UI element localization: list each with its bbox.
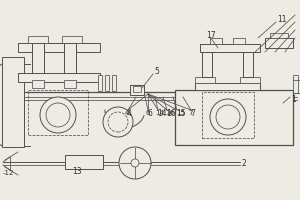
Circle shape: [103, 107, 133, 137]
Text: 16: 16: [165, 110, 174, 116]
Bar: [28, 90, 88, 135]
Bar: [32, 80, 44, 88]
Text: 6: 6: [147, 108, 152, 117]
Bar: [133, 86, 141, 92]
Text: 4: 4: [125, 110, 129, 116]
Bar: [270, 33, 288, 38]
Text: 15: 15: [176, 108, 186, 117]
Text: 4: 4: [127, 108, 132, 117]
Bar: [112, 75, 116, 91]
Bar: [105, 75, 109, 91]
Bar: [210, 38, 222, 44]
Bar: [130, 85, 144, 95]
Bar: [62, 36, 82, 43]
Text: 16: 16: [166, 108, 175, 117]
Circle shape: [216, 105, 240, 129]
Bar: [293, 75, 298, 93]
Bar: [2, 57, 24, 147]
Circle shape: [210, 99, 246, 135]
Bar: [195, 77, 215, 83]
Circle shape: [131, 159, 139, 167]
Bar: [265, 38, 293, 48]
Bar: [18, 43, 100, 52]
Text: 1: 1: [291, 95, 296, 104]
Bar: [28, 36, 48, 43]
Bar: [202, 52, 212, 77]
Bar: [64, 80, 76, 88]
Bar: [64, 43, 76, 75]
Circle shape: [40, 97, 76, 133]
Bar: [18, 73, 100, 82]
Bar: [175, 90, 293, 145]
Text: 14: 14: [155, 110, 164, 116]
Text: 5: 5: [154, 68, 159, 76]
Text: 7: 7: [190, 108, 195, 117]
Bar: [240, 77, 260, 83]
Bar: [233, 38, 245, 44]
Bar: [32, 43, 44, 75]
Text: 13: 13: [72, 168, 82, 176]
Text: 11: 11: [277, 16, 286, 24]
Circle shape: [119, 147, 151, 179]
Text: 7: 7: [188, 110, 193, 116]
Text: -12: -12: [3, 170, 14, 176]
Bar: [243, 52, 253, 77]
Text: 15: 15: [176, 110, 185, 116]
Text: 2: 2: [241, 158, 246, 168]
Bar: [200, 44, 260, 52]
Text: 14: 14: [157, 108, 166, 117]
Text: 17: 17: [206, 30, 216, 40]
Bar: [65, 155, 103, 169]
Bar: [202, 92, 254, 138]
Bar: [98, 75, 102, 91]
Text: 6: 6: [145, 110, 149, 116]
Bar: [195, 83, 260, 90]
Circle shape: [46, 103, 70, 127]
